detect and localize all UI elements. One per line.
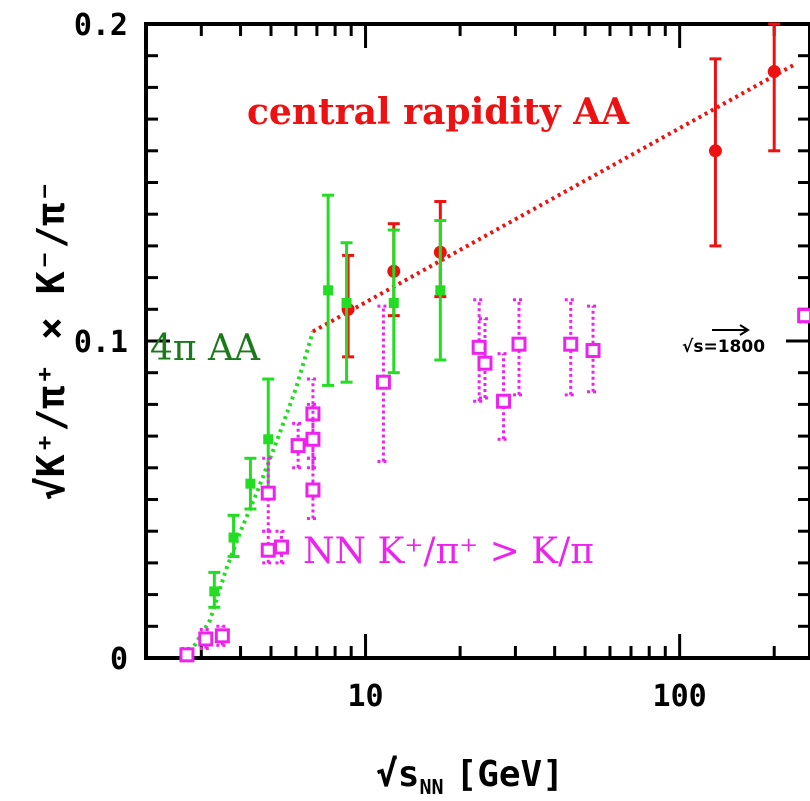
four_pi-point xyxy=(435,285,446,296)
nn-point xyxy=(563,336,579,352)
nn-point xyxy=(585,343,601,359)
x-axis-title: √sNN [GeV] xyxy=(376,754,564,799)
nn-point xyxy=(179,647,195,663)
x-tick-label: 10 xyxy=(347,679,383,714)
central-point xyxy=(708,144,722,158)
nn-label: NN K⁺/π⁺ > K/π xyxy=(303,531,594,572)
nn-point xyxy=(477,355,493,371)
nn-point xyxy=(214,628,230,644)
y-tick-label: 0 xyxy=(110,642,128,677)
data-points xyxy=(179,22,810,663)
nn-point xyxy=(260,485,276,501)
four_pi-fit-line xyxy=(185,330,315,660)
four_pi-point xyxy=(388,297,399,308)
four_pi-point xyxy=(245,478,256,489)
tevatron-energy-label: √s=1800 xyxy=(682,337,765,357)
nn-point xyxy=(797,308,810,324)
central-point xyxy=(767,65,781,79)
nn-point xyxy=(496,393,512,409)
nn-point xyxy=(471,339,487,355)
four_pi-point xyxy=(341,297,352,308)
x-axis-title-base: √s xyxy=(376,754,419,795)
nn-point xyxy=(260,542,276,558)
nn-point xyxy=(305,482,321,498)
nn-point xyxy=(273,539,289,555)
nn-point xyxy=(305,406,321,422)
central-rapidity-label: central rapidity AA xyxy=(247,91,630,133)
nn-point xyxy=(511,336,527,352)
four_pi-point xyxy=(209,586,220,597)
four_pi-point xyxy=(228,532,239,543)
four_pi-point xyxy=(263,434,274,445)
nn-point xyxy=(305,431,321,447)
tevatron-arrow-head xyxy=(739,324,750,336)
y-tick-label: 0.2 xyxy=(74,8,128,43)
four-pi-label: 4π AA xyxy=(150,328,261,369)
x-axis-title-sub: NN xyxy=(419,775,443,799)
nn-point xyxy=(198,631,214,647)
y-tick-label: 0.1 xyxy=(74,325,128,360)
y-axis-title: √K⁺/π⁺ × K⁻/π⁻ xyxy=(29,180,73,500)
x-axis-title-rest: [GeV] xyxy=(456,754,564,795)
x-tick-label: 100 xyxy=(653,679,707,714)
tick-labels: 10 100 0 0.1 0.2 xyxy=(74,8,707,714)
nn-point xyxy=(375,374,391,390)
four_pi-point xyxy=(323,285,334,296)
nn-point xyxy=(290,438,306,454)
